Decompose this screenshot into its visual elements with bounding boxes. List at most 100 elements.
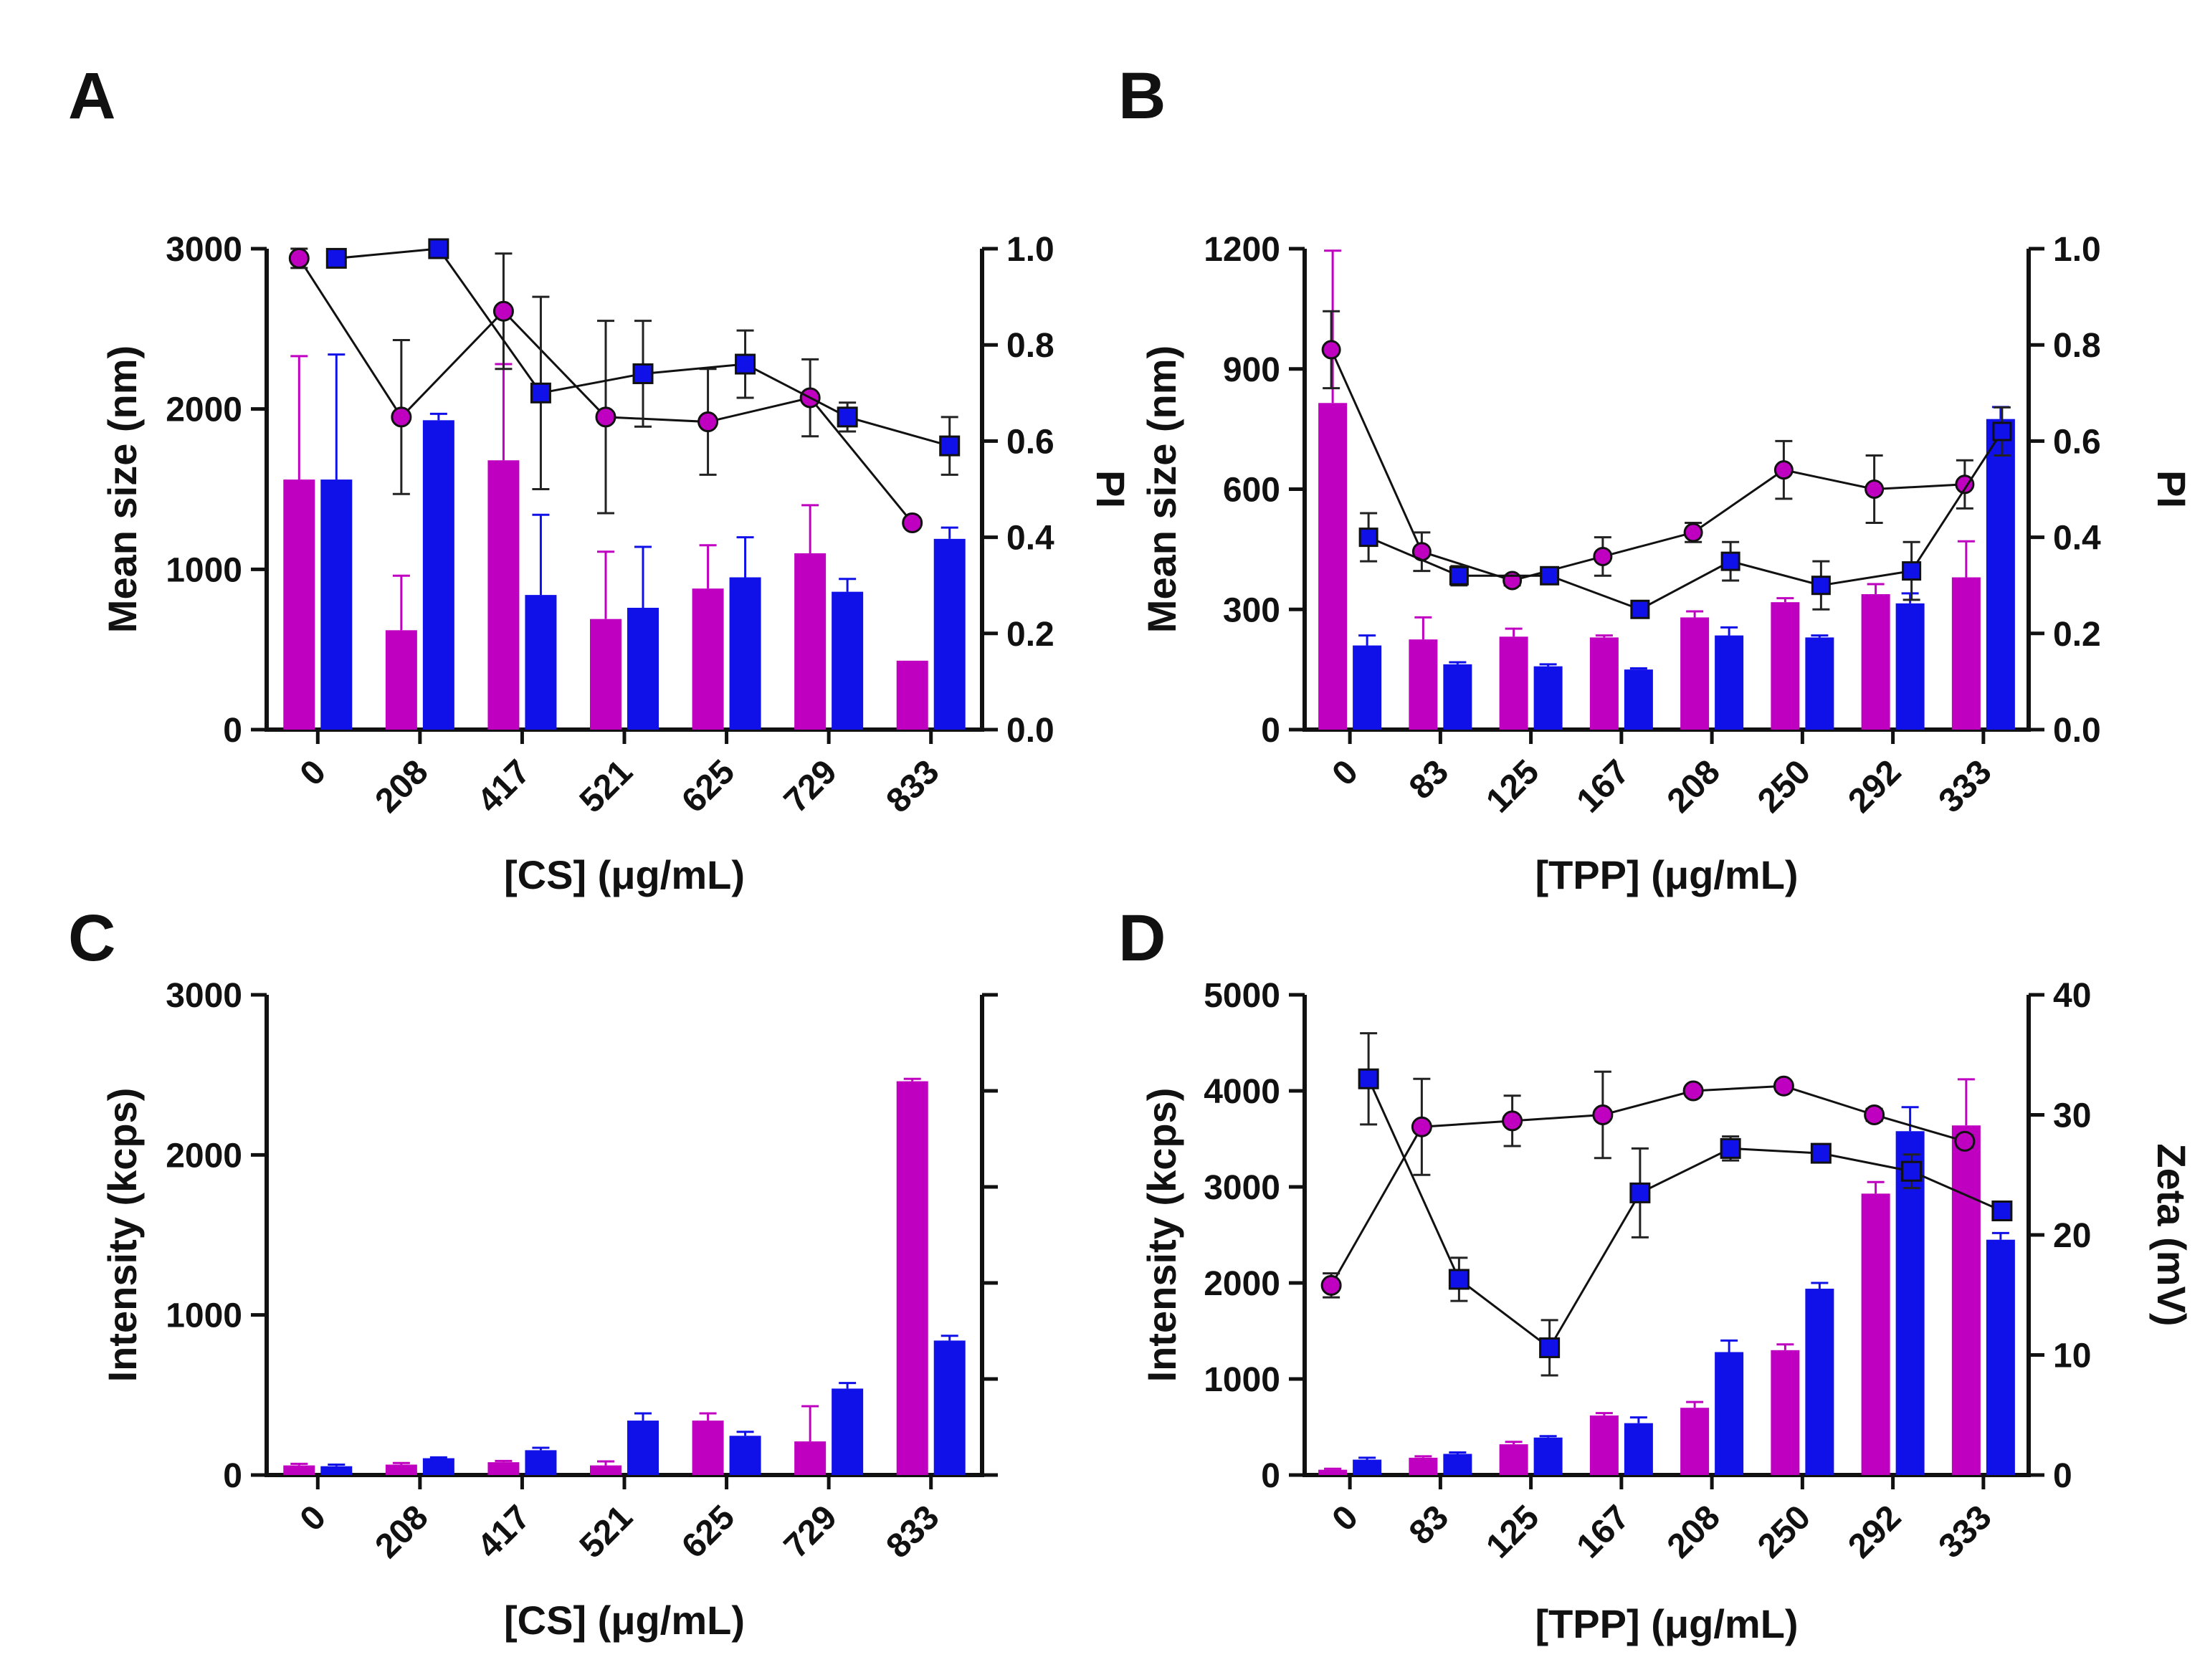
y-tick-label-right: 0.2	[1006, 616, 1054, 654]
y-tick-label-right: 20	[2053, 1217, 2091, 1255]
bar	[320, 479, 352, 730]
bar	[1500, 636, 1528, 730]
bar	[1896, 1131, 1925, 1475]
bar	[487, 1462, 519, 1475]
square-marker	[634, 364, 652, 383]
y-tick-label: 2000	[1204, 1265, 1280, 1303]
y-axis-label: Intensity (kcps)	[100, 1088, 145, 1383]
bar	[794, 1441, 826, 1475]
bar	[730, 578, 761, 730]
bar	[692, 1421, 724, 1475]
figure: A01000200030000.00.20.40.60.81.00 208 417 5…	[0, 0, 2205, 1680]
panel-label: C	[68, 902, 115, 975]
square-marker	[1540, 1338, 1559, 1357]
circle-marker	[1594, 1106, 1612, 1125]
square-marker	[1632, 601, 1649, 618]
y-tick-label-right: 0	[2053, 1457, 2072, 1495]
circle-marker	[596, 408, 615, 426]
x-axis-label: [CS] (μg/mL)	[504, 1598, 745, 1643]
y-tick-label: 2000	[166, 1137, 242, 1175]
circle-marker	[1323, 341, 1340, 358]
bar	[1624, 1423, 1653, 1475]
bar	[1862, 1193, 1890, 1475]
y-tick-label-right: 40	[2053, 977, 2091, 1015]
circle-marker	[290, 249, 308, 267]
y-tick-label-right: 30	[2053, 1097, 2091, 1135]
bar	[934, 539, 966, 730]
circle-marker	[1685, 524, 1702, 541]
bar	[1534, 1438, 1563, 1475]
circle-marker	[1866, 481, 1883, 498]
y-tick-label: 1000	[166, 551, 242, 589]
y-tick-label-right: 0.6	[2053, 423, 2101, 461]
circle-marker	[1684, 1082, 1702, 1100]
y-tick-label-right: 10	[2053, 1337, 2091, 1375]
bar	[525, 595, 556, 730]
y-tick-label: 1000	[166, 1297, 242, 1335]
bar	[1952, 578, 1981, 730]
x-axis-label: [TPP] (μg/mL)	[1535, 852, 1798, 897]
square-marker	[1541, 567, 1558, 584]
bar	[1624, 669, 1653, 730]
square-marker	[1993, 1202, 2011, 1221]
panel-label: B	[1118, 59, 1166, 133]
y-tick-label: 3000	[1204, 1169, 1280, 1207]
y-tick-label: 2000	[166, 391, 242, 429]
square-marker	[1359, 1069, 1378, 1088]
y-tick-label: 1200	[1204, 231, 1280, 269]
bar	[590, 1466, 622, 1475]
square-marker	[327, 249, 346, 267]
bar	[1896, 603, 1925, 730]
circle-marker	[1775, 462, 1792, 479]
y-tick-label-right: 0.8	[1006, 327, 1054, 365]
bar	[934, 1340, 966, 1475]
bar	[1443, 664, 1472, 730]
panel-label: A	[68, 59, 115, 133]
square-marker	[531, 383, 550, 402]
y-tick-label-right: 0.4	[1006, 520, 1054, 558]
square-marker	[1449, 1270, 1468, 1289]
circle-marker	[494, 302, 513, 320]
square-marker	[940, 436, 959, 455]
y-tick-label-right: 1.0	[2053, 231, 2101, 269]
bar	[1534, 667, 1563, 730]
circle-marker	[903, 513, 922, 532]
circle-marker	[1774, 1077, 1793, 1095]
bar	[730, 1436, 761, 1475]
y-tick-label: 0	[1261, 1457, 1280, 1495]
bar	[1353, 1460, 1381, 1475]
square-marker	[1994, 423, 2011, 440]
circle-marker	[1412, 1117, 1431, 1136]
bar	[1318, 403, 1347, 730]
y-tick-label: 5000	[1204, 977, 1280, 1015]
y-tick-label: 600	[1223, 472, 1280, 510]
y-tick-label-right: 0.0	[1006, 712, 1054, 750]
bar	[1986, 1240, 2015, 1475]
y-axis-label: Intensity (kcps)	[1139, 1088, 1184, 1383]
circle-marker	[1594, 548, 1611, 565]
y-tick-label-right: 0.0	[2053, 712, 2101, 750]
circle-marker	[1956, 1132, 1974, 1150]
bar	[627, 1421, 659, 1475]
circle-marker	[1865, 1106, 1884, 1125]
bar	[1771, 1350, 1799, 1475]
bar	[1680, 617, 1709, 730]
bar	[1805, 1289, 1834, 1475]
bar	[1805, 637, 1834, 730]
bar	[1353, 646, 1381, 730]
y-axis-label-right: PI	[1088, 470, 1133, 508]
bar	[627, 608, 659, 730]
y-tick-label: 0	[1261, 712, 1280, 750]
y-axis-label: Mean size (nm)	[100, 345, 145, 633]
y-tick-label-right: 0.2	[2053, 616, 2101, 654]
bar	[590, 619, 622, 730]
y-tick-label-right: 0.8	[2053, 327, 2101, 365]
y-tick-label-right: 1.0	[1006, 231, 1054, 269]
bar	[386, 630, 417, 730]
y-tick-label-right: 0.4	[2053, 520, 2101, 558]
square-marker	[429, 239, 448, 258]
y-tick-label: 900	[1223, 351, 1280, 389]
y-tick-label: 4000	[1204, 1073, 1280, 1111]
square-marker	[1903, 563, 1920, 580]
panel-label: D	[1118, 902, 1166, 975]
